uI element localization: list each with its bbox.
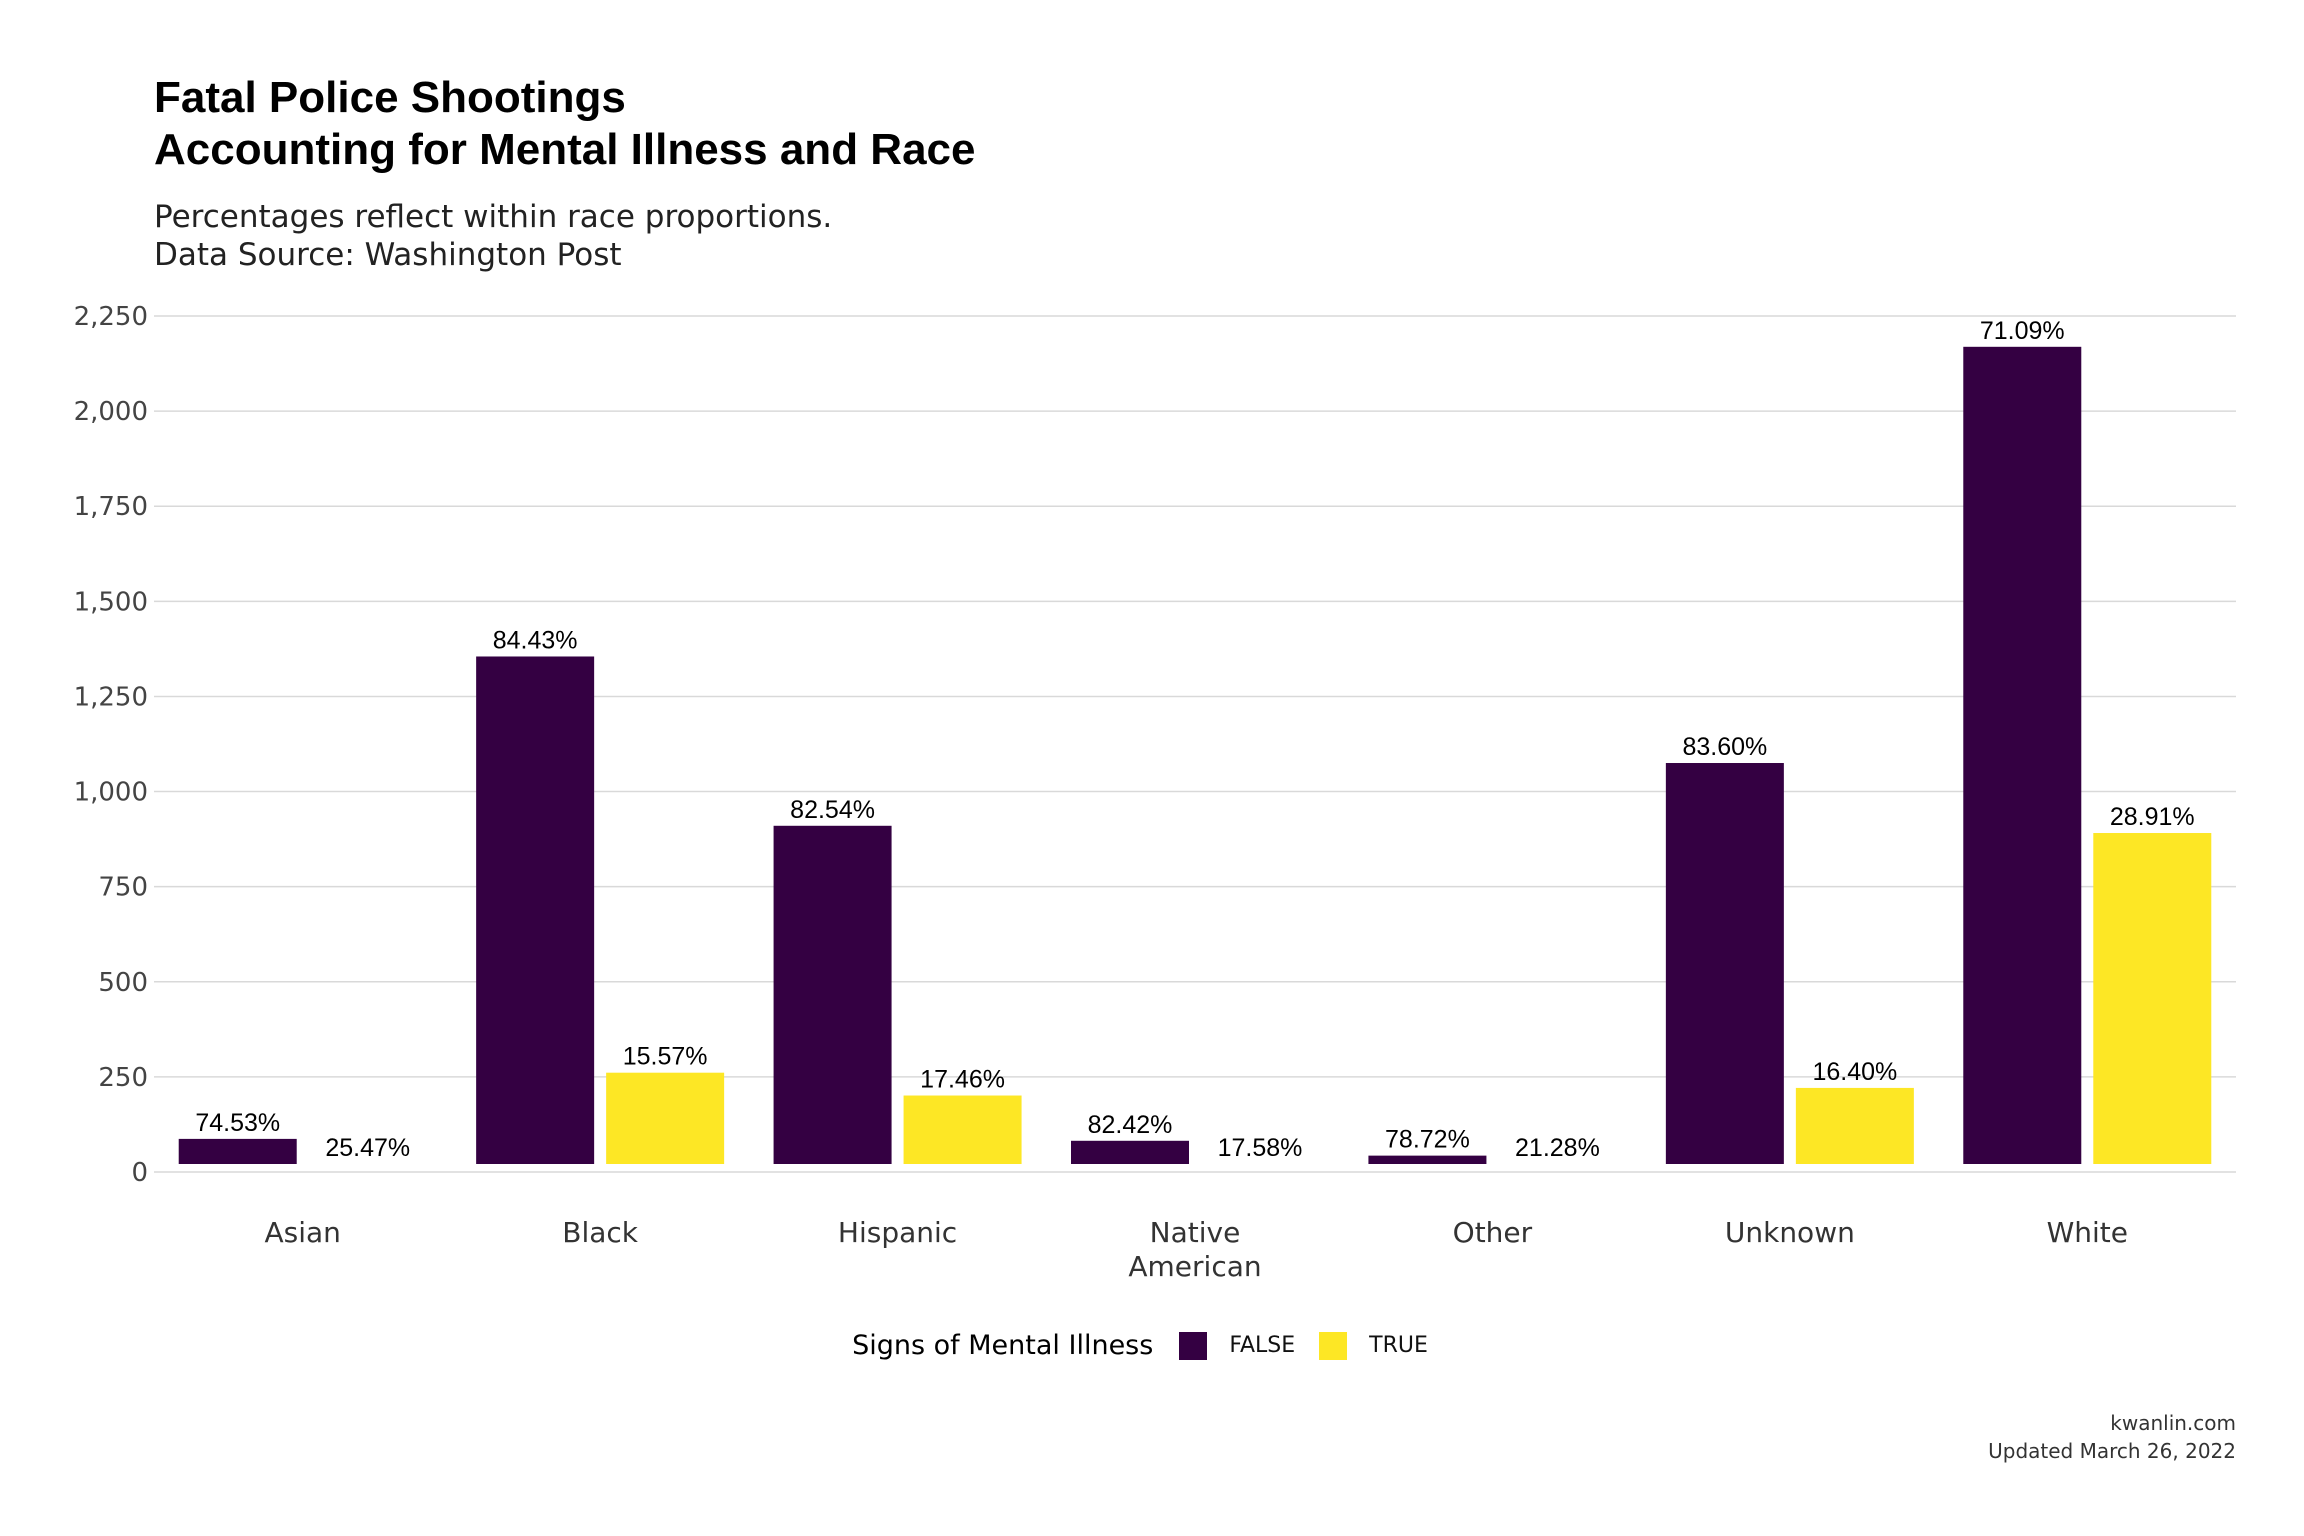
legend-item-false: FALSE (1179, 1331, 1296, 1360)
data-label-white-false: 71.09% (1980, 317, 2065, 345)
y-tick-label: 1,500 (74, 587, 148, 617)
legend-title: Signs of Mental Illness (852, 1330, 1154, 1361)
chart-title-line1: Fatal Police Shootings (154, 73, 626, 122)
legend-label-true: TRUE (1369, 1333, 1428, 1358)
y-tick-label: 1,750 (74, 492, 148, 522)
bar-other-false (1368, 1155, 1487, 1164)
x-tick-label-white: White (2047, 1216, 2128, 1249)
bar-asian-false (178, 1138, 297, 1164)
x-axis-tick-labels: Asian Black Hispanic Native American Other Unk… (264, 1216, 2128, 1283)
bar-hispanic-true (903, 1095, 1022, 1164)
bar-hispanic-false (773, 825, 892, 1164)
bar-native-american-false (1071, 1140, 1189, 1164)
data-label-black-true: 15.57% (623, 1043, 708, 1071)
data-label-white-true: 28.91% (2110, 803, 2195, 831)
y-tick-label: 750 (98, 873, 148, 903)
legend-swatch-false (1179, 1331, 1208, 1360)
data-label-asian-false: 74.53% (195, 1109, 280, 1137)
y-tick-label: 0 (131, 1158, 148, 1188)
chart-subtitle-line1: Percentages reflect within race proporti… (154, 199, 833, 235)
data-label-hispanic-false: 82.54% (790, 796, 875, 824)
caption-updated: Updated March 26, 2022 (1988, 1439, 2236, 1463)
bar-unknown-true (1795, 1087, 1914, 1164)
y-tick-label: 1,250 (74, 682, 148, 712)
y-tick-label: 2,000 (74, 397, 148, 427)
grid-lines (154, 315, 2236, 1173)
legend-swatch-true (1319, 1331, 1348, 1360)
y-tick-label: 2,250 (74, 302, 148, 332)
x-tick-label-black: Black (562, 1216, 639, 1249)
data-label-hispanic-true: 17.46% (920, 1066, 1005, 1094)
bar-white-true (2093, 833, 2212, 1164)
bar-black-true (606, 1072, 725, 1164)
legend-label-false: FALSE (1229, 1333, 1296, 1358)
x-tick-label-hispanic: Hispanic (838, 1216, 957, 1249)
caption-site: kwanlin.com (2110, 1411, 2236, 1435)
chart-subtitle-line2: Data Source: Washington Post (154, 237, 622, 273)
y-tick-label: 250 (98, 1063, 148, 1093)
chart-title-line2: Accounting for Mental Illness and Race (154, 125, 976, 174)
bar-black-false (476, 656, 595, 1164)
data-label-other-true: 21.28% (1515, 1134, 1600, 1162)
bars (178, 346, 2212, 1165)
data-label-unknown-true: 16.40% (1812, 1058, 1897, 1086)
data-label-asian-true: 25.47% (325, 1134, 410, 1162)
data-label-other-false: 78.72% (1385, 1126, 1470, 1154)
x-tick-label-native-american: Native American (1128, 1216, 1261, 1283)
y-tick-label: 500 (98, 968, 148, 998)
data-label-black-false: 84.43% (493, 626, 578, 654)
legend-item-true: TRUE (1319, 1331, 1428, 1360)
x-tick-label-asian: Asian (264, 1216, 340, 1249)
bar-unknown-false (1665, 763, 1784, 1164)
x-tick-label-unknown: Unknown (1725, 1216, 1855, 1249)
data-label-unknown-false: 83.60% (1682, 733, 1767, 761)
y-axis-tick-labels: 0 250 500 750 1,000 1,250 1,500 1,750 2,000 2,250 (74, 302, 148, 1188)
legend: Signs of Mental Illness FALSE TRUE (0, 1330, 2304, 1361)
data-label-native-american-true: 17.58% (1218, 1134, 1303, 1162)
data-labels: 74.53% 25.47% 84.43% 15.57% 82.54% 17.46% 82.4… (195, 317, 2194, 1162)
data-label-native-american-false: 82.42% (1088, 1111, 1173, 1139)
bar-white-false (1963, 346, 2082, 1165)
y-tick-label: 1,000 (74, 778, 148, 808)
x-tick-label-other: Other (1453, 1216, 1533, 1249)
